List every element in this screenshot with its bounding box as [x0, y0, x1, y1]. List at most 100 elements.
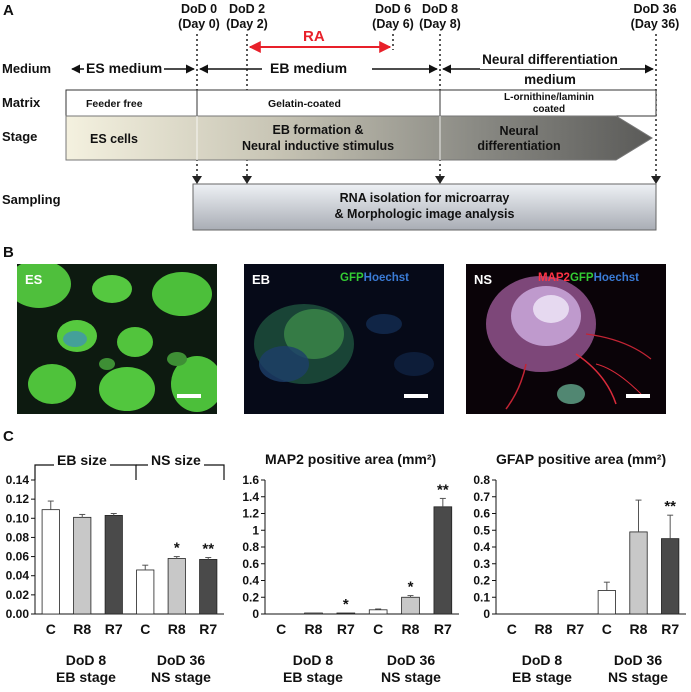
medium-neural-line2: medium	[524, 72, 576, 87]
micrograph-eb: EB GFPHoechst	[244, 264, 444, 414]
timepoint-dod0: DoD 0 (Day 0)	[164, 2, 234, 32]
chart3-category-label: R7	[661, 621, 679, 637]
stage-eb-line1: EB formation &	[272, 123, 364, 137]
dod8-down-arrow	[435, 176, 445, 184]
ns-stain-gfp: GFP	[569, 272, 594, 284]
chart2-group-dod36: DoD 36 NS stage	[363, 652, 459, 686]
chart1-category-label: R8	[168, 621, 186, 637]
chart2-bar-r7	[336, 612, 356, 615]
stage-neural: Neural differentiation	[444, 124, 594, 154]
timeline-diagram	[65, 34, 661, 231]
timepoint-dod0-label: DoD 0	[180, 2, 218, 16]
chart1-category-label: R7	[105, 621, 123, 637]
chart2-ytick-label: 1.6	[242, 473, 259, 487]
chart1-ytick-label: 0.02	[6, 588, 30, 602]
chart3-ytick-label: 0	[483, 607, 490, 621]
sampling-box	[192, 183, 657, 231]
chart2-title: MAP2 positive area (mm²)	[265, 451, 437, 467]
chart3-ytick-label: 0.2	[473, 574, 490, 588]
timepoint-dod6: DoD 6 (Day 6)	[358, 2, 428, 32]
chart2-ytick-label: 0.8	[242, 540, 259, 554]
micrograph-eb-label: EB	[252, 272, 271, 287]
timepoint-dod2-day: (Day 2)	[226, 17, 268, 31]
ns-stain-hoechst: Hoechst	[593, 272, 639, 284]
chart1-significance: **	[202, 541, 214, 558]
chart3-category-label: R7	[566, 621, 584, 637]
panel-a-letter: A	[3, 2, 14, 19]
row-label-sampling: Sampling	[2, 192, 61, 207]
dod36-down-arrow	[651, 176, 661, 184]
timepoint-dod36: DoD 36 (Day 36)	[620, 2, 690, 32]
timepoint-dod8-label: DoD 8	[421, 2, 459, 16]
chart2-eb-stage-label: EB stage	[283, 669, 343, 685]
micrograph-es-image	[17, 264, 217, 414]
chart2-dod36-label: DoD 36	[386, 652, 436, 668]
matrix-gelatin: Gelatin-coated	[268, 98, 341, 110]
chart1-group-dod8: DoD 8 EB stage	[40, 652, 132, 686]
micrograph-ns-scalebar	[626, 394, 650, 398]
chart2-ytick-label: 1.4	[242, 490, 259, 504]
stage-eb-line2: Neural inductive stimulus	[241, 139, 395, 153]
chart2-significance: *	[408, 579, 414, 596]
chart1-category-label: R8	[73, 621, 91, 637]
chart3-ytick-label: 0.6	[473, 507, 490, 521]
chart1-ytick-label: 0.06	[6, 550, 30, 564]
medium-neural: Neural differentiation medium	[444, 51, 656, 89]
dod0-down-arrow	[192, 176, 202, 184]
timepoint-dod2: DoD 2 (Day 2)	[212, 2, 282, 32]
chart1-ytick-label: 0.04	[6, 569, 30, 583]
stage-neural-line1: Neural	[499, 124, 539, 138]
chart3-category-label: R8	[630, 621, 648, 637]
chart3-significance: **	[664, 498, 676, 515]
chart2-category-label: R8	[305, 621, 323, 637]
stage-arrow	[65, 115, 653, 161]
chart3-category-label: R8	[535, 621, 553, 637]
chart1-ytick-label: 0.08	[6, 530, 30, 544]
micrograph-ns-label: NS	[474, 272, 493, 287]
matrix-laminin-line2: coated	[532, 104, 566, 115]
chart2-category-label: C	[373, 621, 383, 637]
chart2-category-label: R8	[402, 621, 420, 637]
stage-eb: EB formation & Neural inductive stimulus	[200, 122, 436, 154]
micrograph-eb-image	[244, 264, 444, 414]
chart1-ns-stage-label: NS stage	[151, 669, 211, 685]
sampling-line1: RNA isolation for microarray	[339, 191, 510, 205]
chart1-ytick-label: 0.10	[6, 511, 30, 525]
timepoint-dod6-day: (Day 6)	[372, 17, 414, 31]
timepoint-dod36-day: (Day 36)	[630, 17, 680, 31]
chart1-significance: *	[174, 540, 180, 557]
chart2-category-label: C	[276, 621, 286, 637]
ns-size-label: NS size	[148, 452, 204, 468]
timepoint-dod8-day: (Day 8)	[419, 17, 461, 31]
stage-es: ES cells	[90, 132, 138, 146]
micrograph-es-scalebar	[177, 394, 201, 398]
micrograph-ns: NS MAP2GFPHoechst	[466, 264, 666, 414]
chart2-group-dod8: DoD 8 EB stage	[265, 652, 361, 686]
chart3-group-dod8: DoD 8 EB stage	[496, 652, 588, 686]
timepoint-dod2-label: DoD 2	[228, 2, 266, 16]
sampling-text: RNA isolation for microarray & Morpholog…	[193, 190, 656, 222]
matrix-feeder: Feeder free	[86, 98, 143, 110]
micrograph-ns-image	[466, 264, 666, 414]
chart3-category-label: C	[507, 621, 517, 637]
chart2-ytick-label: 0	[252, 607, 259, 621]
chart1-eb-stage-label: EB stage	[56, 669, 116, 685]
medium-neural-line1: Neural differentiation	[480, 51, 620, 69]
chart3-ytick-label: 0.8	[473, 473, 490, 487]
chart2-ns-stage-label: NS stage	[381, 669, 441, 685]
chart2-ytick-label: 1	[252, 523, 259, 537]
chart1-ytick-label: 0.14	[6, 473, 30, 487]
matrix-laminin: L-ornithine/laminin coated	[442, 92, 656, 116]
micrograph-ns-stain: MAP2GFPHoechst	[538, 272, 639, 284]
eb-stain-gfp: GFP	[340, 272, 364, 284]
chart3-ns-stage-label: NS stage	[608, 669, 668, 685]
chart3-title: GFAP positive area (mm²)	[496, 451, 667, 467]
row-label-stage: Stage	[2, 129, 38, 144]
chart3-ytick-label: 0.4	[473, 540, 490, 554]
row-label-medium: Medium	[2, 61, 52, 76]
chart2-category-label: R7	[337, 621, 355, 637]
chart2-ytick-label: 0.4	[242, 574, 259, 588]
panel-c-letter: C	[3, 428, 14, 445]
